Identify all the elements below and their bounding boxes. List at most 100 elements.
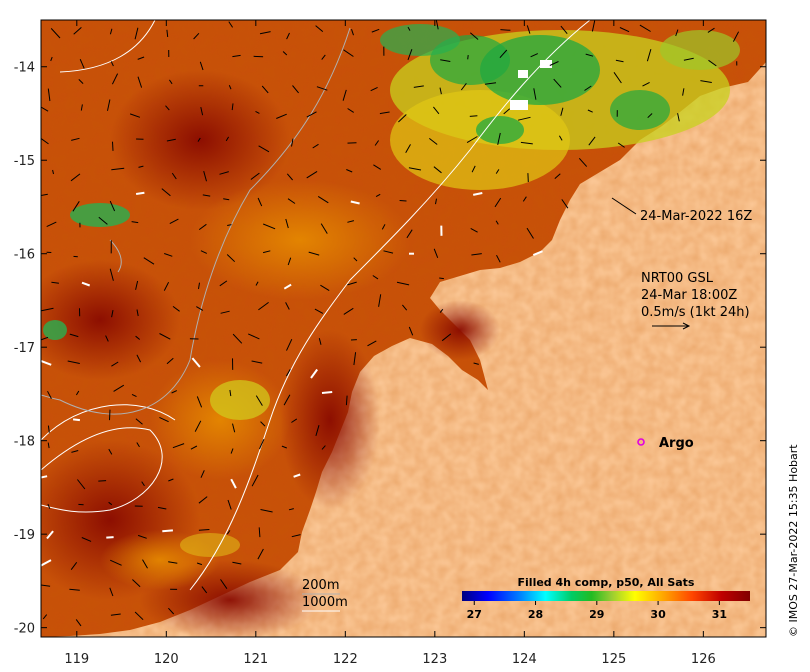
current-vector xyxy=(408,326,414,336)
current-vector xyxy=(306,170,318,179)
current-time-label: 24-Mar 18:00Z xyxy=(641,288,737,303)
lon-tick-label: 122 xyxy=(333,652,358,667)
pass-time-pointer xyxy=(611,197,637,215)
current-vector xyxy=(588,136,596,146)
current-vector xyxy=(439,308,444,313)
current-vector xyxy=(50,56,53,62)
current-vector xyxy=(407,26,411,31)
current-scale-label: 0.5m/s (1kt 24h) xyxy=(641,305,750,320)
colorbar-gradient xyxy=(462,591,750,601)
current-vectors-white xyxy=(41,191,543,567)
current-vector xyxy=(353,257,358,262)
current-vector xyxy=(52,169,54,175)
current-vector xyxy=(109,559,122,566)
current-vector xyxy=(98,480,107,482)
current-vector xyxy=(255,395,263,406)
current-vector xyxy=(47,503,51,509)
current-vector xyxy=(646,48,652,62)
current-vector xyxy=(683,57,694,61)
current-vector xyxy=(639,24,651,32)
current-vector xyxy=(347,281,357,286)
current-vector xyxy=(276,113,287,119)
current-vector xyxy=(466,136,478,144)
current-vector xyxy=(262,250,271,254)
current-vector xyxy=(351,29,354,36)
current-vector xyxy=(406,229,413,239)
current-vector xyxy=(439,277,444,280)
current-vector xyxy=(250,172,260,180)
current-vector xyxy=(532,250,543,257)
current-vector xyxy=(227,499,232,510)
current-vector xyxy=(196,396,203,408)
current-vector xyxy=(111,167,125,171)
current-vector xyxy=(495,220,499,225)
current-vector xyxy=(286,173,293,181)
current-vector xyxy=(110,61,114,67)
current-vector xyxy=(308,251,320,256)
current-vector xyxy=(51,281,59,284)
current-vector xyxy=(584,85,592,91)
current-vector xyxy=(292,85,299,94)
colorbar-tick-label: 29 xyxy=(589,608,604,621)
current-vector xyxy=(165,105,170,111)
current-vector xyxy=(285,218,289,229)
current-vector xyxy=(259,438,265,450)
credit-text: © IMOS 27-Mar-2022 15:35 Hobart xyxy=(787,444,800,637)
shelf-contours xyxy=(41,27,351,415)
current-vector xyxy=(200,470,205,478)
current-vector xyxy=(47,442,50,449)
lat-axis: -14 -15 -16 -17 -18 -19 -20 xyxy=(14,61,766,637)
current-vector xyxy=(503,108,511,115)
lon-tick-label: 126 xyxy=(691,652,716,667)
current-vector xyxy=(379,111,390,115)
current-vector xyxy=(347,108,354,113)
current-vector xyxy=(47,425,50,433)
current-vector xyxy=(228,85,232,90)
current-vector xyxy=(291,138,294,147)
current-vector xyxy=(314,308,324,314)
current-vector xyxy=(613,72,622,84)
current-vector xyxy=(220,579,228,589)
current-vector xyxy=(137,56,145,60)
current-vector xyxy=(109,200,116,212)
current-vector xyxy=(378,294,382,307)
current-vector xyxy=(677,113,680,122)
current-vector xyxy=(42,614,48,620)
current-vector xyxy=(135,335,141,340)
current-vector xyxy=(700,80,712,83)
current-vector xyxy=(287,257,292,266)
current-vector xyxy=(131,221,139,224)
current-vector xyxy=(375,193,381,198)
current-vector xyxy=(317,195,329,204)
colorbar-title: Filled 4h comp, p50, All Sats xyxy=(518,576,695,589)
current-vector xyxy=(261,85,269,94)
lon-axis: 119 120 121 122 123 124 125 126 xyxy=(64,20,716,667)
current-vector xyxy=(526,227,534,239)
current-vector xyxy=(321,445,326,450)
lon-tick-label: 125 xyxy=(601,652,626,667)
current-vector xyxy=(258,145,270,153)
current-vector xyxy=(157,506,167,510)
current-vector xyxy=(708,59,717,67)
current-vector xyxy=(370,86,378,92)
current-vector xyxy=(619,27,630,33)
current-vector xyxy=(549,61,559,66)
current-vector xyxy=(399,200,407,202)
current-vector xyxy=(647,113,653,119)
current-vector xyxy=(316,86,328,91)
current-vector xyxy=(70,173,81,182)
current-vector xyxy=(135,418,143,425)
current-vector xyxy=(587,109,593,113)
current-vector xyxy=(291,534,301,538)
map-frame xyxy=(40,19,767,638)
current-vector xyxy=(219,280,228,287)
current-vector xyxy=(371,28,380,33)
contour-200-label: 200m xyxy=(302,578,339,593)
current-vector xyxy=(166,29,169,38)
current-vector xyxy=(381,224,386,230)
current-vector xyxy=(263,223,276,230)
current-vector xyxy=(585,53,594,57)
current-vector xyxy=(231,103,234,111)
argo-marker xyxy=(637,438,645,446)
current-vector xyxy=(343,307,354,315)
